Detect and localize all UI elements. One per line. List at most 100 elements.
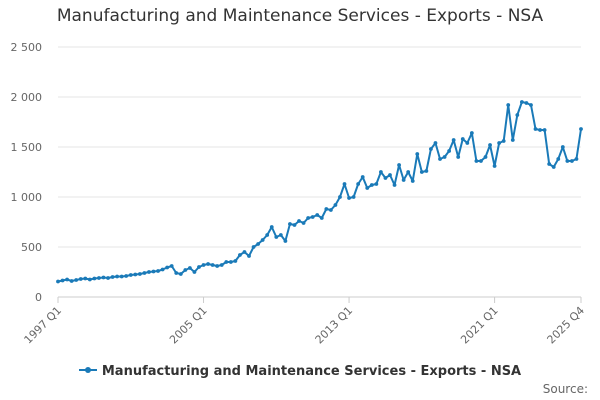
data-point	[556, 157, 561, 161]
data-point	[283, 239, 288, 243]
data-point	[538, 128, 542, 132]
x-tick-label: 2021 Q1	[458, 304, 501, 347]
data-point	[60, 278, 65, 283]
data-point	[288, 222, 292, 226]
data-point	[542, 128, 547, 132]
data-point	[365, 186, 370, 190]
data-point	[315, 213, 320, 217]
data-point	[174, 271, 179, 275]
data-point	[328, 208, 333, 212]
data-point	[338, 195, 342, 199]
source-label: Source:	[542, 382, 588, 396]
data-point	[347, 196, 351, 200]
data-point	[560, 145, 565, 149]
data-point	[406, 170, 411, 174]
data-point	[110, 275, 115, 279]
data-point	[474, 159, 479, 163]
data-point	[333, 203, 338, 207]
data-point	[374, 182, 379, 186]
x-tick-label: 2013 Q1	[313, 304, 356, 347]
data-point	[483, 155, 488, 159]
legend-swatch	[78, 366, 97, 373]
y-tick-label: 500	[21, 241, 42, 254]
data-point	[228, 260, 233, 264]
data-point	[160, 267, 165, 272]
data-point	[292, 223, 297, 227]
data-point	[297, 219, 301, 223]
data-point	[265, 233, 270, 237]
data-point	[510, 138, 515, 142]
data-point	[442, 155, 447, 159]
data-point	[83, 276, 88, 281]
data-point	[101, 275, 106, 280]
data-point	[69, 279, 74, 283]
data-point	[97, 276, 101, 280]
data-point	[433, 141, 438, 145]
data-point	[456, 155, 461, 159]
data-point	[460, 137, 465, 141]
series-line	[57, 101, 582, 283]
data-point	[574, 157, 579, 161]
data-point	[210, 263, 215, 267]
legend[interactable]: Manufacturing and Maintenance Services -…	[0, 364, 600, 379]
chart-title: Manufacturing and Maintenance Services -…	[56, 6, 544, 26]
data-point	[183, 268, 188, 272]
x-tick-label: 2005 Q1	[167, 304, 210, 347]
data-point	[137, 272, 142, 276]
data-point	[65, 277, 69, 282]
data-point	[565, 159, 570, 163]
data-point	[401, 178, 406, 182]
y-axis: 0 500 1 000 1 500 2 000 2 500	[11, 41, 43, 304]
y-tick-label: 1 000	[11, 191, 43, 204]
data-point	[447, 149, 452, 153]
data-point	[301, 221, 306, 225]
series-layer	[56, 100, 583, 284]
data-point	[415, 152, 420, 156]
data-point	[192, 270, 197, 274]
data-point	[410, 179, 415, 183]
data-point	[547, 162, 552, 166]
data-point	[469, 131, 474, 135]
data-point	[492, 164, 497, 168]
data-point	[451, 138, 456, 142]
data-point	[197, 265, 201, 269]
data-point	[187, 266, 192, 270]
data-point	[156, 269, 160, 273]
data-point	[142, 271, 147, 275]
data-point	[570, 159, 574, 163]
data-point	[319, 216, 324, 220]
data-point	[124, 274, 129, 278]
data-point	[429, 147, 433, 151]
data-point	[119, 274, 124, 279]
y-tick-label: 1 500	[11, 141, 43, 154]
data-point	[251, 245, 256, 249]
data-point	[206, 262, 210, 266]
data-point	[383, 176, 388, 180]
data-point	[419, 170, 424, 174]
data-point	[324, 207, 329, 211]
data-point	[106, 276, 110, 280]
data-point	[342, 182, 347, 186]
legend-label: Manufacturing and Maintenance Services -…	[101, 364, 522, 379]
data-point	[392, 183, 397, 187]
x-tick-label: 1997 Q1	[22, 304, 65, 347]
data-point	[533, 127, 538, 131]
data-point	[278, 233, 283, 237]
gridlines	[58, 46, 581, 298]
data-point	[310, 215, 315, 219]
data-point	[128, 273, 133, 277]
data-point	[92, 276, 97, 281]
data-point	[515, 113, 520, 117]
data-point	[247, 254, 251, 258]
data-point	[233, 259, 238, 263]
data-point	[506, 103, 511, 107]
data-point	[378, 170, 383, 174]
data-point	[479, 159, 483, 163]
data-point	[215, 264, 220, 268]
data-point	[424, 169, 429, 173]
data-point	[360, 175, 365, 179]
data-point	[274, 235, 279, 239]
data-point	[579, 127, 583, 131]
data-point	[388, 173, 392, 177]
